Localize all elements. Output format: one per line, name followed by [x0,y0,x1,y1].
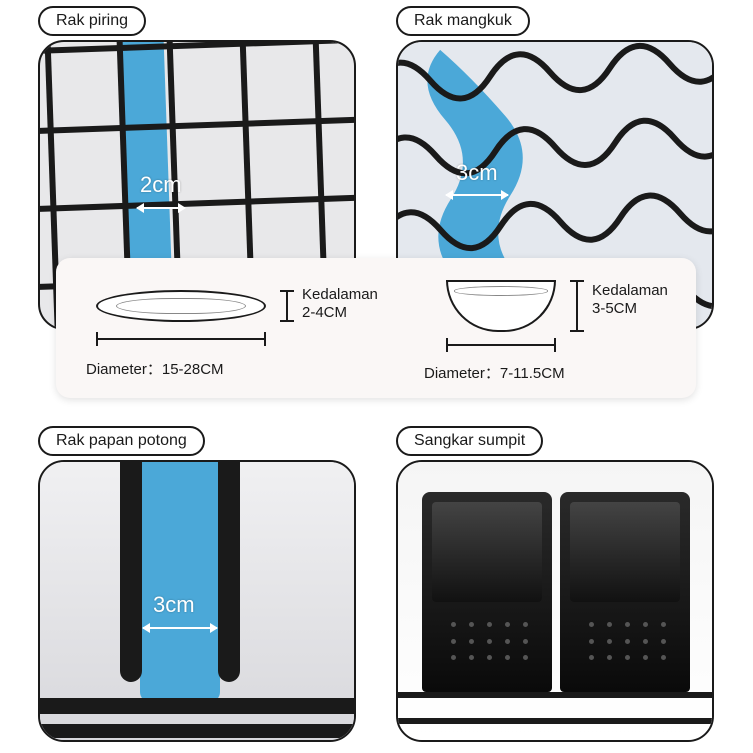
bowl-depth-label: Kedalaman [592,282,668,299]
plate-gap-dimension: 2cm [140,172,182,198]
cutting-board-rack-label: Rak papan potong [38,426,205,456]
bowl-depth-value: 3-5CM [592,300,637,317]
cutting-board-panel: 3cm [38,460,356,742]
plate-illustration [96,290,266,322]
bowl-diameter-label: Diameter：7-11.5CM [424,362,565,383]
cutting-board-gap-dimension: 3cm [153,592,195,618]
plate-depth-value: 2-4CM [302,304,347,321]
bowl-depth-indicator [576,280,578,332]
plate-diameter-label: Diameter：15-28CM [86,358,224,379]
plate-depth-label: Kedalaman [302,286,378,303]
cage-cup-right [560,492,690,692]
dish-spec-card: Kedalaman 2-4CM Diameter：15-28CM Kedalam… [56,258,696,398]
plate-diameter-indicator [96,338,266,340]
bowl-rack-label: Rak mangkuk [396,6,530,36]
bowl-illustration [446,280,556,332]
bowl-gap-arrow [446,194,508,196]
plate-depth-indicator [286,290,288,322]
bowl-gap-dimension: 3cm [456,160,498,186]
chopstick-cage-panel [396,460,714,742]
cage-cup-left [422,492,552,692]
chopstick-cage-label: Sangkar sumpit [396,426,543,456]
cutting-board-gap-arrow [143,627,217,629]
bowl-diameter-indicator [446,344,556,346]
plate-gap-arrow [137,207,185,209]
plate-rack-label: Rak piring [38,6,146,36]
